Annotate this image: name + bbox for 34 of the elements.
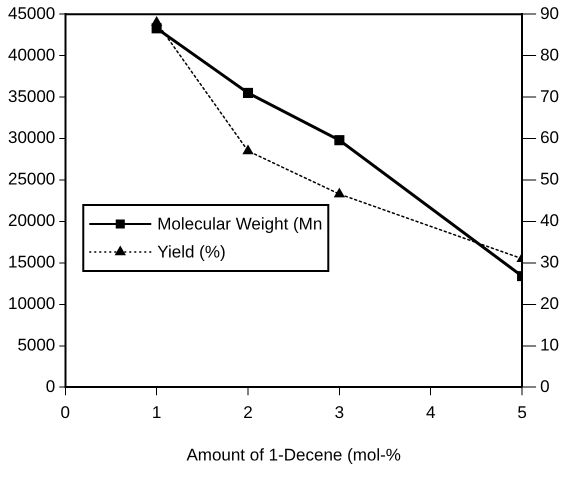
x-tick-label: 4 bbox=[426, 403, 436, 422]
y-tick-label: 10000 bbox=[8, 294, 56, 313]
x-axis-title: Amount of 1-Decene (mol-% bbox=[186, 445, 401, 464]
y2-tick-label: 50 bbox=[540, 170, 560, 189]
y2-tick-label: 60 bbox=[540, 128, 560, 148]
x-tick-label: 0 bbox=[60, 403, 70, 422]
y-tick-label: 5000 bbox=[17, 335, 56, 354]
y-tick-label: 20000 bbox=[8, 211, 56, 230]
y-tick-label: 40000 bbox=[8, 45, 56, 64]
y-tick-label: 0 bbox=[46, 376, 56, 396]
y-tick-label: 30000 bbox=[8, 128, 56, 148]
point bbox=[242, 88, 254, 98]
y2-tick-label: 0 bbox=[540, 376, 550, 396]
point bbox=[334, 188, 344, 198]
y-tick-label: 35000 bbox=[8, 86, 56, 106]
y2-tick-label: 80 bbox=[540, 45, 560, 64]
y2-tick-label: 20 bbox=[540, 294, 560, 313]
x-tick-label: 5 bbox=[517, 403, 527, 422]
point bbox=[152, 23, 162, 34]
legend-label: Molecular Weight (Mn bbox=[157, 214, 322, 234]
x-tick-label: 2 bbox=[243, 403, 253, 422]
legend-label: Yield (%) bbox=[157, 242, 226, 262]
y-tick-label: 25000 bbox=[8, 170, 56, 189]
y2-tick-label: 40 bbox=[540, 211, 560, 230]
x-tick-label: 3 bbox=[334, 403, 344, 422]
y-tick-label: 15000 bbox=[8, 252, 56, 272]
x-tick-label: 1 bbox=[152, 403, 162, 422]
point bbox=[334, 135, 344, 146]
y2-tick-label: 90 bbox=[540, 4, 560, 23]
y2-tick-label: 10 bbox=[540, 335, 560, 354]
point bbox=[242, 145, 254, 154]
y-tick-label: 45000 bbox=[8, 4, 56, 23]
y2-tick-label: 30 bbox=[540, 252, 560, 272]
y2-tick-label: 70 bbox=[540, 86, 560, 106]
